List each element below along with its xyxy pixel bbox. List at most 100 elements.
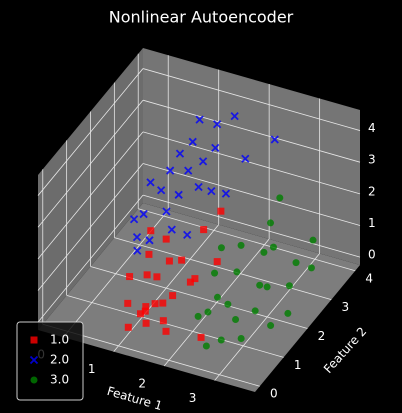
grid-line <box>142 131 361 195</box>
x-tick-label: 3 <box>189 391 197 405</box>
marker-square <box>126 273 134 281</box>
legend-label: 1.0 <box>50 333 69 347</box>
marker-square <box>159 299 167 307</box>
marker-x <box>195 115 204 124</box>
marker-circle <box>217 336 225 344</box>
x-tick-label: 2 <box>138 377 146 391</box>
marker-x <box>145 236 154 245</box>
grid-line <box>37 68 144 196</box>
marker-square <box>145 250 153 258</box>
marker-circle <box>213 293 221 301</box>
marker-circle <box>202 342 210 350</box>
marker-circle <box>232 315 240 323</box>
marker-x <box>183 230 192 240</box>
legend-marker <box>30 376 38 384</box>
z-tick-label: 3 <box>368 153 376 167</box>
marker-x <box>162 207 171 216</box>
marker-x <box>198 157 208 166</box>
chart-title: Nonlinear Autoencoder <box>109 8 294 27</box>
x-axis-label: Feature 1 <box>105 384 163 413</box>
marker-x <box>221 189 231 198</box>
marker-square <box>178 256 186 264</box>
marker-square <box>141 307 149 315</box>
marker-square <box>169 292 177 300</box>
marker-x <box>166 166 175 175</box>
y-axis-label: Feature 2 <box>321 324 369 376</box>
grid-line <box>66 294 284 358</box>
marker-circle <box>276 194 284 202</box>
grid-line <box>142 68 361 131</box>
x-tick-label: 1 <box>88 362 96 376</box>
marker-x <box>146 178 155 187</box>
marker-circle <box>307 264 315 272</box>
grid-line <box>114 237 332 301</box>
marker-square <box>143 271 151 279</box>
z-tick-label: 0 <box>368 248 376 262</box>
grid-line <box>142 194 361 258</box>
marker-square <box>217 207 225 215</box>
legend-marker <box>29 355 39 365</box>
marker-square <box>191 275 199 283</box>
marker-circle <box>211 269 219 277</box>
marker-square <box>197 333 205 341</box>
marker-square <box>186 278 194 286</box>
marker-x <box>211 143 220 152</box>
marker-x <box>129 215 139 224</box>
marker-x <box>132 233 142 242</box>
z-tick-label: 1 <box>368 216 376 230</box>
marker-circle <box>284 309 292 317</box>
marker-x <box>133 246 142 255</box>
grid-line <box>138 208 356 272</box>
marker-square <box>159 317 167 325</box>
marker-circle <box>224 300 232 308</box>
marker-circle <box>233 268 241 276</box>
marker-x <box>270 135 279 144</box>
legend-label: 3.0 <box>50 373 69 387</box>
marker-x <box>230 112 239 121</box>
marker-circle <box>292 259 300 267</box>
marker-x <box>184 166 193 175</box>
marker-square <box>213 258 221 266</box>
marker-square <box>124 323 132 331</box>
marker-circle <box>263 283 271 291</box>
y-tick-label: 1 <box>294 358 302 372</box>
y-tick-label: 3 <box>342 300 350 314</box>
marker-circle <box>237 335 245 343</box>
grid-line <box>142 163 361 226</box>
marker-square <box>147 227 155 235</box>
marker-square <box>142 303 150 311</box>
marker-square <box>136 310 144 318</box>
marker-square <box>151 300 159 308</box>
marker-x <box>157 186 166 195</box>
y-tick-label: 0 <box>270 387 278 401</box>
marker-x <box>212 120 222 129</box>
marker-circle <box>237 241 245 249</box>
grid-line <box>37 163 144 291</box>
marker-square <box>162 327 170 335</box>
marker-x <box>174 190 183 199</box>
marker-square <box>162 235 170 243</box>
marker-square <box>165 257 173 265</box>
marker-square <box>153 273 161 281</box>
marker-circle <box>256 281 264 289</box>
z-tick-label: 2 <box>368 184 376 198</box>
marker-circle <box>251 307 259 315</box>
marker-circle <box>285 282 293 290</box>
marker-square <box>142 319 150 327</box>
marker-circle <box>269 243 277 251</box>
z-tick-label: 4 <box>368 121 376 135</box>
legend-label: 2.0 <box>50 353 69 367</box>
marker-circle <box>204 308 212 316</box>
marker-x <box>188 137 197 146</box>
marker-x <box>139 209 148 219</box>
marker-x <box>167 225 176 234</box>
grid-line <box>142 99 361 163</box>
marker-x <box>241 154 250 163</box>
legend-marker <box>30 336 38 344</box>
y-tick-label: 2 <box>318 329 326 343</box>
grid-line <box>37 194 144 323</box>
marker-circle <box>217 244 225 252</box>
marker-circle <box>194 312 202 320</box>
marker-x <box>175 149 185 158</box>
